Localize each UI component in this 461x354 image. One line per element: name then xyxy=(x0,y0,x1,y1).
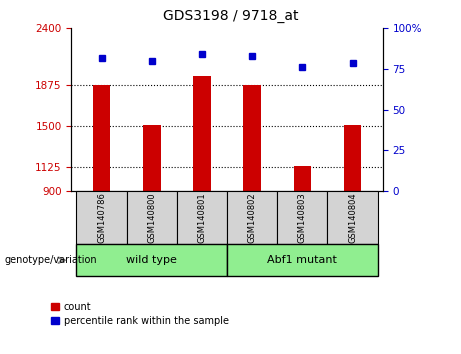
Legend: count, percentile rank within the sample: count, percentile rank within the sample xyxy=(51,302,229,326)
Text: wild type: wild type xyxy=(126,255,177,265)
Text: GSM140800: GSM140800 xyxy=(147,192,156,243)
Text: GSM140786: GSM140786 xyxy=(97,192,106,243)
Bar xyxy=(294,166,311,191)
Text: GSM140803: GSM140803 xyxy=(298,192,307,243)
Bar xyxy=(77,244,227,276)
Bar xyxy=(193,76,211,191)
Bar xyxy=(177,191,227,244)
Text: GDS3198 / 9718_at: GDS3198 / 9718_at xyxy=(163,9,298,23)
Bar xyxy=(327,191,378,244)
Bar xyxy=(77,191,127,244)
Text: GSM140801: GSM140801 xyxy=(197,192,207,243)
Bar xyxy=(227,244,378,276)
Bar xyxy=(227,191,277,244)
Bar xyxy=(243,85,261,191)
Bar xyxy=(93,85,110,191)
Text: GSM140804: GSM140804 xyxy=(348,192,357,243)
Text: GSM140802: GSM140802 xyxy=(248,192,257,243)
Bar xyxy=(127,191,177,244)
Bar xyxy=(143,125,160,191)
Bar xyxy=(344,125,361,191)
Text: Abf1 mutant: Abf1 mutant xyxy=(267,255,337,265)
Text: genotype/variation: genotype/variation xyxy=(5,255,97,265)
Bar xyxy=(277,191,327,244)
